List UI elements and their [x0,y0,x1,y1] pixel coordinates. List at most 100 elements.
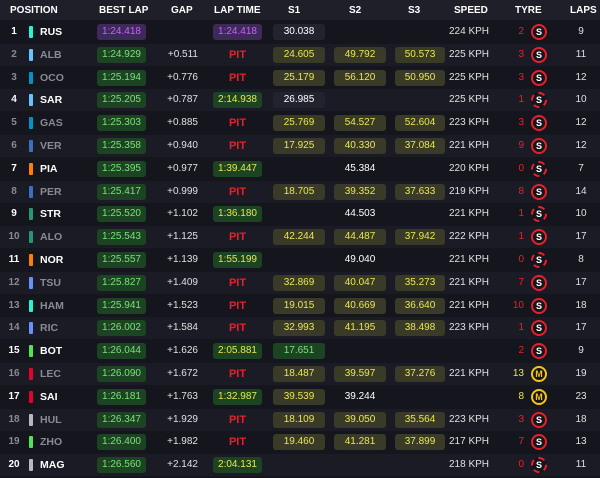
laps-count: 8 [578,254,584,265]
header-best-lap: BEST LAP [99,5,149,16]
speed-value: 222 KPH [449,231,490,243]
tyre-age: 1 [518,94,524,106]
sector-2-time: 40.669 [334,297,386,314]
best-lap-time: 1:25.827 [97,274,146,291]
speed-value: 218 KPH [449,459,490,471]
sector-3-time: 52.604 [395,115,445,132]
table-row[interactable]: 20 MAG 1:26.560 +2.142 2:04.131 218 KPH 0 S 11 [0,454,600,477]
gap-value: +0.977 [167,162,198,174]
tyre-compound-icon: S [531,320,547,337]
best-lap-time: 1:25.543 [97,229,146,246]
speed-value: 223 KPH [449,117,490,129]
gap-value: +2.142 [167,459,198,471]
gap-value: +0.999 [167,185,198,197]
table-row[interactable]: 7 PIA 1:25.395 +0.977 1:39.447 45.384 220 KPH 0… [0,158,600,180]
position-number: 7 [11,162,17,174]
speed-value: 221 KPH [449,299,490,311]
header-position: POSITION [10,5,58,16]
sector-1-time: 30.038 [273,24,325,40]
team-color-bar [29,459,33,472]
best-lap-time: 1:24.418 [97,24,146,40]
pit-indicator: PIT [228,231,247,244]
gap-value: +1.523 [167,299,198,311]
table-row[interactable]: 2 ALB 1:24.929 +0.511 PIT 24.605 49.792 50.573 2… [0,43,600,66]
sector-2-time: 56.120 [334,69,386,86]
best-lap-time: 1:25.520 [97,206,146,223]
sector-1-time: 32.993 [273,320,325,337]
table-row[interactable]: 14 RIC 1:26.002 +1.584 PIT 32.993 41.195 38.498… [0,317,600,340]
table-row[interactable]: 11 NOR 1:25.557 +1.139 1:55.199 49.040 221 KPH… [0,249,600,271]
header-laps: LAPS [570,5,597,16]
sector-1-time: 19.015 [273,297,325,314]
tyre-compound-icon: M [531,388,547,405]
header-gap: GAP [171,5,193,16]
tyre-compound-icon: S [531,252,547,268]
driver-code: TSU [40,276,61,289]
sector-1-time: 18.487 [273,366,325,382]
gap-value: +1.584 [167,322,198,334]
driver-code: MAG [40,459,65,472]
gap-value: +1.102 [167,208,198,220]
gap-value: +0.787 [167,94,198,106]
tyre-age: 2 [518,26,524,37]
team-color-bar [29,26,33,38]
sector-1-time: 17.651 [273,343,325,360]
table-row[interactable]: 6 VER 1:25.358 +0.940 PIT 17.925 40.330 37.084 2… [0,135,600,157]
tyre-age: 7 [518,276,524,288]
laps-count: 17 [575,231,587,243]
gap-value: +1.982 [167,436,198,448]
driver-code: PER [40,185,62,198]
table-row[interactable]: 10 ALO 1:25.543 +1.125 PIT 42.244 44.487 37.942… [0,226,600,249]
tyre-age: 10 [512,299,524,311]
table-row[interactable]: 12 TSU 1:25.827 +1.409 PIT 32.869 40.047 35.273… [0,271,600,294]
table-row[interactable]: 18 HUL 1:26.347 +1.929 PIT 18.109 39.050 35.564… [0,408,600,431]
table-row[interactable]: 15 BOT 1:26.044 +1.626 2:05.881 17.651 2 S 9 [0,340,600,362]
best-lap-time: 1:26.181 [97,388,146,405]
speed-value: 221 KPH [449,140,490,151]
sector-1-time: 25.179 [273,69,325,86]
table-row[interactable]: 17 SAI 1:26.181 +1.763 1:32.987 39.539 39.244 8… [0,386,600,408]
gap-value: +0.511 [167,48,198,60]
driver-code: SAR [40,94,63,107]
team-color-bar [29,254,33,266]
team-color-bar [29,368,33,380]
laps-count: 11 [575,48,587,60]
table-row[interactable]: 5 GAS 1:25.303 +0.885 PIT 25.769 54.527 52.604 2… [0,112,600,134]
best-lap-time: 1:25.941 [97,297,146,314]
header-s2: S2 [349,5,362,16]
driver-code: NOR [40,254,64,266]
team-color-bar [29,208,33,221]
speed-value: 221 KPH [449,254,490,265]
gap-value: +1.929 [167,413,198,425]
table-row[interactable]: 19 ZHO 1:26.400 +1.982 PIT 19.460 41.281 37.899… [0,431,600,453]
sector-2-time: 40.047 [334,274,386,291]
sector-1-time: 18.705 [273,183,325,200]
team-color-bar [29,345,33,358]
sector-1-time: 18.109 [273,411,325,428]
laps-count: 7 [578,162,584,174]
table-row[interactable]: 9 STR 1:25.520 +1.102 1:36.180 44.503 221 KPH 1… [0,203,600,225]
team-color-bar [29,94,33,107]
speed-value: 219 KPH [449,185,490,197]
tyre-age: 7 [518,436,524,448]
laps-count: 12 [575,140,587,151]
driver-code: BOT [40,345,63,358]
tyre-age: 2 [518,345,524,357]
table-row[interactable]: 1 RUS 1:24.418 1:24.418 30.038 224 KPH 2 S 9 [0,21,600,43]
laps-count: 19 [575,368,587,379]
team-color-bar [29,390,33,403]
laps-count: 9 [578,26,584,37]
position-number: 14 [8,322,20,334]
sector-1-time: 24.605 [273,46,325,63]
table-row[interactable]: 16 LEC 1:26.090 +1.672 PIT 18.487 39.597 37.276… [0,363,600,385]
sector-1-time: 17.925 [273,138,325,154]
table-row[interactable]: 8 PER 1:25.417 +0.999 PIT 18.705 39.352 37.633 2… [0,180,600,203]
pit-indicator: PIT [228,413,247,426]
table-row[interactable]: 13 HAM 1:25.941 +1.523 PIT 19.015 40.669 36.640… [0,295,600,317]
tyre-age: 8 [518,185,524,197]
table-row[interactable]: 4 SAR 1:25.205 +0.787 2:14.938 26.985 225 KPH 1… [0,89,600,112]
table-row[interactable]: 3 OCO 1:25.194 +0.776 PIT 25.179 56.120 50.950 2… [0,67,600,89]
team-color-bar [29,322,33,335]
gap-value: +0.885 [167,117,198,129]
laps-count: 17 [575,276,587,288]
